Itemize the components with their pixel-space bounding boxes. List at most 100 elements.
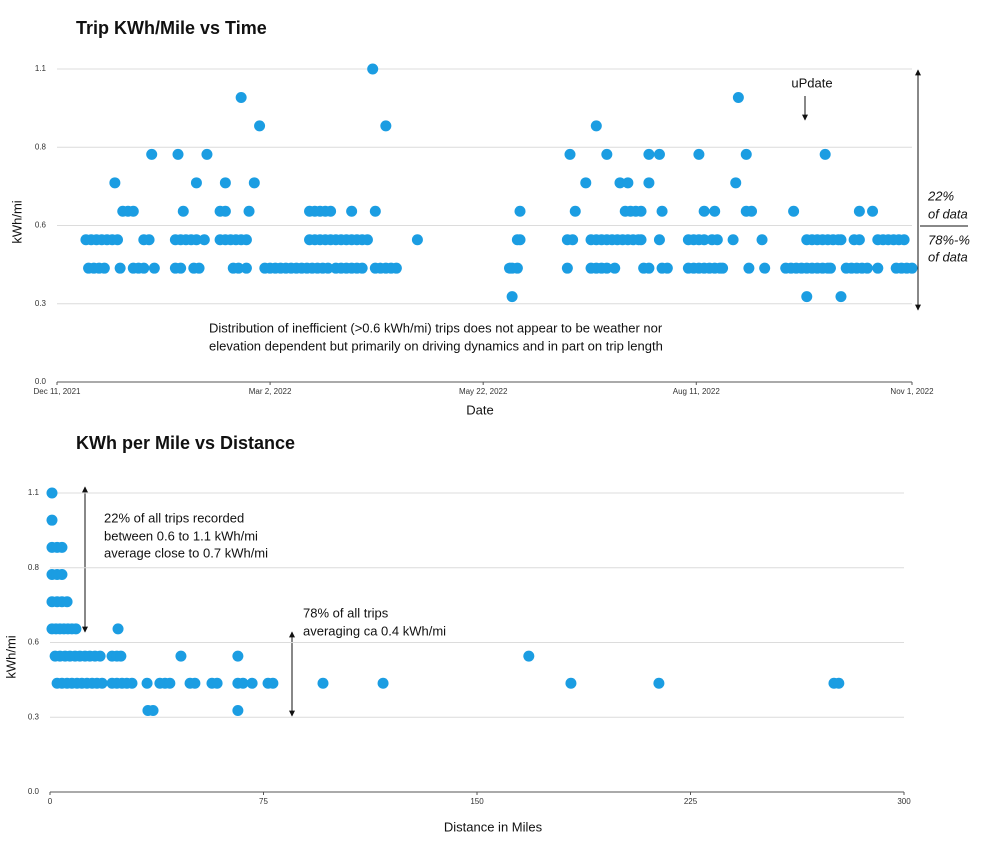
data-point bbox=[643, 177, 655, 189]
data-point bbox=[709, 205, 721, 217]
data-point bbox=[141, 677, 153, 689]
data-point bbox=[740, 148, 752, 160]
data-point bbox=[561, 262, 573, 274]
data-point bbox=[835, 291, 847, 303]
data-point bbox=[138, 262, 150, 274]
data-point bbox=[177, 205, 189, 217]
annotation: uPdate bbox=[791, 75, 832, 90]
data-point bbox=[861, 262, 873, 274]
chart-title: KWh per Mile vs Distance bbox=[76, 433, 295, 453]
data-point bbox=[717, 262, 729, 274]
data-point bbox=[514, 205, 526, 217]
data-point bbox=[189, 677, 201, 689]
data-point bbox=[322, 262, 334, 274]
data-point bbox=[698, 234, 710, 246]
data-point bbox=[614, 177, 626, 189]
data-point bbox=[172, 148, 184, 160]
data-point bbox=[46, 514, 58, 526]
data-point bbox=[698, 205, 710, 217]
data-point bbox=[254, 120, 266, 132]
data-point bbox=[653, 234, 665, 246]
data-point bbox=[190, 234, 202, 246]
data-point bbox=[325, 205, 337, 217]
data-point bbox=[380, 120, 392, 132]
annotation: 22% bbox=[927, 188, 954, 203]
y-axis-title: kWh/mi bbox=[9, 200, 24, 243]
data-point bbox=[643, 148, 655, 160]
data-point bbox=[126, 677, 138, 689]
x-tick-label: 0 bbox=[48, 797, 53, 806]
data-point bbox=[98, 262, 110, 274]
annotation: 78%-% bbox=[928, 232, 970, 247]
data-point bbox=[201, 148, 213, 160]
annotation: averaging ca 0.4 kWh/mi bbox=[303, 623, 446, 638]
data-point bbox=[235, 91, 247, 103]
x-tick-label: Mar 2, 2022 bbox=[249, 387, 292, 396]
data-point bbox=[693, 148, 705, 160]
data-point bbox=[590, 120, 602, 132]
data-point bbox=[267, 677, 279, 689]
annotation: of data bbox=[928, 206, 968, 221]
data-point bbox=[567, 234, 579, 246]
data-point bbox=[56, 569, 68, 581]
annotation: between 0.6 to 1.1 kWh/mi bbox=[104, 528, 258, 543]
data-point bbox=[115, 650, 127, 662]
x-tick-label: Aug 11, 2022 bbox=[673, 387, 721, 396]
data-point bbox=[523, 650, 535, 662]
data-point bbox=[112, 234, 124, 246]
data-point bbox=[198, 234, 210, 246]
data-point bbox=[833, 677, 845, 689]
data-point bbox=[746, 205, 758, 217]
data-point bbox=[569, 205, 581, 217]
y-tick-label: 1.1 bbox=[35, 64, 47, 73]
data-point bbox=[175, 650, 187, 662]
data-point bbox=[801, 291, 813, 303]
data-point bbox=[193, 262, 205, 274]
data-point bbox=[114, 262, 126, 274]
annotation: of data bbox=[928, 249, 968, 264]
data-point bbox=[511, 262, 523, 274]
x-tick-label: 150 bbox=[470, 797, 484, 806]
y-tick-label: 0.8 bbox=[28, 563, 40, 572]
x-tick-label: Dec 11, 2021 bbox=[34, 387, 82, 396]
annotation: 22% of all trips recorded bbox=[104, 510, 244, 525]
data-point bbox=[727, 234, 739, 246]
y-tick-label: 0.0 bbox=[28, 787, 40, 796]
data-point bbox=[127, 205, 139, 217]
data-point bbox=[146, 148, 158, 160]
data-point bbox=[867, 205, 879, 217]
data-point bbox=[248, 177, 260, 189]
annotation: average close to 0.7 kWh/mi bbox=[104, 545, 268, 560]
data-point bbox=[506, 291, 518, 303]
data-point bbox=[819, 148, 831, 160]
data-point bbox=[653, 148, 665, 160]
data-point bbox=[906, 262, 918, 274]
data-point bbox=[824, 262, 836, 274]
data-point bbox=[369, 205, 381, 217]
y-tick-label: 0.3 bbox=[28, 712, 40, 721]
data-point bbox=[643, 262, 655, 274]
data-point bbox=[653, 677, 665, 689]
data-point bbox=[872, 262, 884, 274]
data-point bbox=[46, 487, 58, 499]
y-tick-label: 1.1 bbox=[28, 488, 40, 497]
data-point bbox=[112, 623, 124, 635]
data-point bbox=[109, 177, 121, 189]
annotation: Distribution of inefficient (>0.6 kWh/mi… bbox=[209, 320, 663, 335]
annotation: 78% of all trips bbox=[303, 605, 389, 620]
x-tick-label: 75 bbox=[259, 797, 268, 806]
data-point bbox=[232, 650, 244, 662]
data-point bbox=[243, 205, 255, 217]
data-point bbox=[356, 262, 368, 274]
data-point bbox=[635, 205, 647, 217]
data-point bbox=[233, 262, 245, 274]
data-point bbox=[240, 234, 252, 246]
data-point bbox=[898, 234, 910, 246]
data-point bbox=[601, 148, 613, 160]
data-point bbox=[367, 63, 379, 75]
data-point bbox=[147, 704, 159, 716]
data-point bbox=[853, 205, 865, 217]
data-point bbox=[211, 677, 223, 689]
data-point bbox=[411, 234, 423, 246]
